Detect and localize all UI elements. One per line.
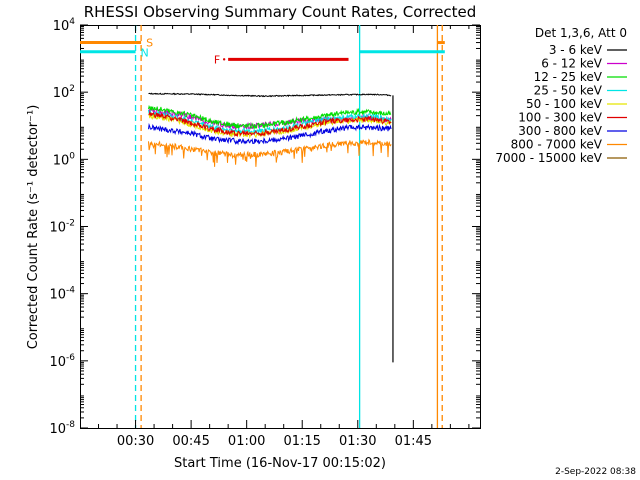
legend-title: Det 1,3,6, Att 0 <box>535 26 627 40</box>
legend-label: 7000 - 15000 keV <box>495 151 602 165</box>
legend-label: 12 - 25 keV <box>534 70 603 84</box>
series-line <box>148 122 392 146</box>
series-line <box>148 104 392 130</box>
y-tick-label: 10-6 <box>49 353 75 370</box>
legend-label: 300 - 800 keV <box>518 124 602 138</box>
series-line <box>148 92 392 98</box>
x-tick-label: 00:30 <box>117 434 154 449</box>
flag-label: F <box>214 53 220 66</box>
x-axis: 00:30 00:45 01:00 01:15 01:30 01:45 <box>98 25 470 449</box>
series-line <box>148 110 392 138</box>
x-tick-label: 00:45 <box>172 434 209 449</box>
x-tick-label: 01:30 <box>339 434 376 449</box>
x-tick-label: 01:15 <box>283 434 320 449</box>
series-line <box>148 138 392 167</box>
series-layer <box>148 92 394 363</box>
y-tick-label: 10-2 <box>49 219 75 236</box>
legend-label: 50 - 100 keV <box>526 97 603 111</box>
y-axis-label: Corrected Count Rate (s⁻¹ detector⁻¹) <box>26 105 41 350</box>
flags-layer: NS F <box>80 37 445 66</box>
legend-label: 800 - 7000 keV <box>511 138 603 152</box>
x-axis-label: Start Time (16-Nov-17 00:15:02) <box>174 456 386 471</box>
plot-area <box>80 25 481 429</box>
legend-label: 3 - 6 keV <box>549 43 603 57</box>
legend-label: 100 - 300 keV <box>518 111 602 125</box>
night-flag-label: N <box>141 47 149 60</box>
y-tick-label: 102 <box>53 84 75 101</box>
y-tick-label: 10-4 <box>49 286 75 303</box>
legend-label: 25 - 50 keV <box>534 84 603 98</box>
flag-label: S <box>146 37 153 50</box>
y-tick-label: 10-8 <box>49 420 75 437</box>
footer-timestamp: 2-Sep-2022 08:38 <box>555 467 636 477</box>
x-tick-label: 01:45 <box>395 434 432 449</box>
flag-marker <box>222 58 226 61</box>
chart-title: RHESSI Observing Summary Count Rates, Co… <box>84 3 477 21</box>
legend-label: 6 - 12 keV <box>541 57 603 71</box>
series-line <box>148 112 392 139</box>
x-tick-label: 01:00 <box>228 434 265 449</box>
y-tick-label: 104 <box>53 17 76 34</box>
y-tick-label: 100 <box>53 151 76 168</box>
y-axis: 104 102 100 10-2 10-4 10-6 10-8 <box>49 17 480 437</box>
